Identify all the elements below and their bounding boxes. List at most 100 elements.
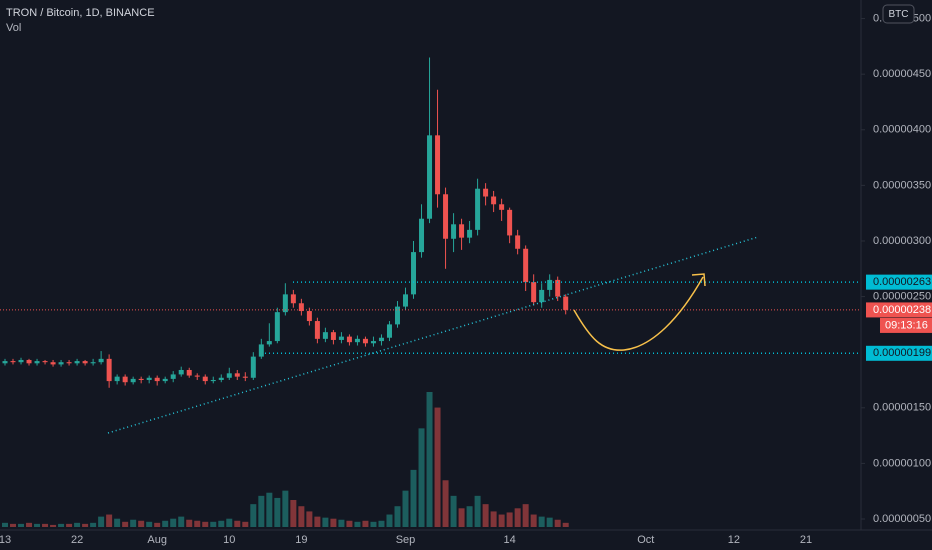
candle-body (34, 361, 40, 364)
volume-bar (298, 506, 305, 527)
candle-body (26, 359, 32, 364)
countdown-label: 09:13:16 (885, 319, 928, 331)
candle-body (483, 188, 489, 197)
candle-body (98, 358, 104, 363)
candle-body (427, 135, 433, 219)
volume-bar (482, 504, 489, 527)
volume-bar (130, 519, 137, 527)
volume-bar (562, 522, 569, 527)
candle-body (154, 377, 160, 382)
candle-body (258, 344, 264, 357)
candle-body (346, 336, 352, 343)
candle-body (130, 378, 136, 383)
last-price-box (866, 302, 932, 318)
projection-arrowhead (691, 273, 706, 287)
volume-bar (266, 492, 273, 527)
candle-body (226, 373, 232, 378)
volume-bar (394, 506, 401, 527)
x-tick-label: 14 (504, 534, 516, 546)
volume-bar (106, 514, 113, 527)
candle-body (403, 294, 408, 307)
candle-body (90, 362, 96, 364)
volume-bar (322, 517, 329, 527)
volume-bar (154, 522, 161, 527)
x-tick-label: Oct (637, 534, 654, 546)
volume-bar (458, 508, 465, 527)
volume-bar (146, 521, 153, 527)
candle-body (354, 338, 360, 343)
volume-bar (58, 523, 65, 527)
x-tick-label: 10 (223, 534, 235, 546)
candle-body (314, 321, 320, 339)
volume-bar (514, 508, 521, 527)
volume-bar (418, 428, 425, 527)
volume-bar (410, 469, 417, 527)
volume-bar (122, 521, 129, 527)
volume-bar (186, 519, 193, 527)
y-tick-label: 0.00000450 (873, 68, 931, 80)
volume-bar (330, 518, 337, 527)
volume-bar (354, 521, 361, 527)
volume-bar (538, 516, 545, 527)
volume-bar (170, 518, 177, 527)
candle-body (491, 196, 497, 205)
y-tick-label: 0.00000100 (873, 457, 931, 469)
volume-bar (210, 521, 217, 527)
candle-body (18, 359, 24, 363)
volume-bar (346, 520, 353, 527)
candle-body (2, 361, 8, 364)
candle-body (170, 374, 176, 379)
candle-body (322, 332, 328, 339)
volume-bar (218, 520, 225, 527)
volume-bar (434, 407, 441, 527)
x-tick-label: 19 (295, 534, 307, 546)
volume-bar (194, 520, 201, 527)
volume-bar (50, 524, 57, 527)
level-label: 0.00000199 (873, 347, 931, 359)
candle-body (451, 224, 457, 239)
volume-bar (34, 523, 41, 527)
candle-body (378, 337, 384, 342)
last-price-label: 0.00000238 (873, 304, 931, 316)
candle-body (218, 377, 224, 380)
y-tick-label: 0.00000250 (873, 290, 931, 302)
candle-body (162, 378, 168, 382)
volume-bar (522, 504, 529, 527)
volume-bar (138, 520, 145, 527)
volume-bar (378, 520, 385, 527)
volume-bar (18, 523, 25, 527)
currency-badge[interactable] (882, 4, 915, 24)
candle-body (443, 194, 449, 239)
volume-bar (490, 511, 497, 527)
candle-body (475, 188, 481, 230)
volume-bar (258, 495, 265, 527)
candle-body (547, 279, 553, 290)
candle-body (394, 306, 400, 325)
volume-bar (402, 490, 409, 527)
x-tick-label: 22 (71, 534, 83, 546)
volume-bar (426, 392, 433, 527)
candle-body (523, 248, 529, 283)
candle-body (82, 361, 88, 364)
y-tick-label: 0.00000050 (873, 513, 931, 525)
volume-bar (82, 523, 89, 527)
candle-body (555, 279, 561, 297)
candle-body (138, 378, 144, 380)
x-tick-label: 13 (0, 534, 11, 546)
x-tick-label: 12 (728, 534, 740, 546)
volume-bar (370, 521, 377, 527)
volume-bar (74, 522, 81, 527)
volume-bar (242, 521, 249, 527)
candle-body (370, 341, 376, 344)
x-tick-label: Sep (396, 534, 416, 546)
candle-body (10, 361, 16, 363)
volume-bar (114, 518, 121, 527)
volume-bar (474, 495, 481, 527)
volume-label: Vol (6, 22, 21, 34)
volume-bar (498, 514, 505, 527)
candle-body (306, 311, 312, 322)
candle-body (50, 362, 56, 365)
